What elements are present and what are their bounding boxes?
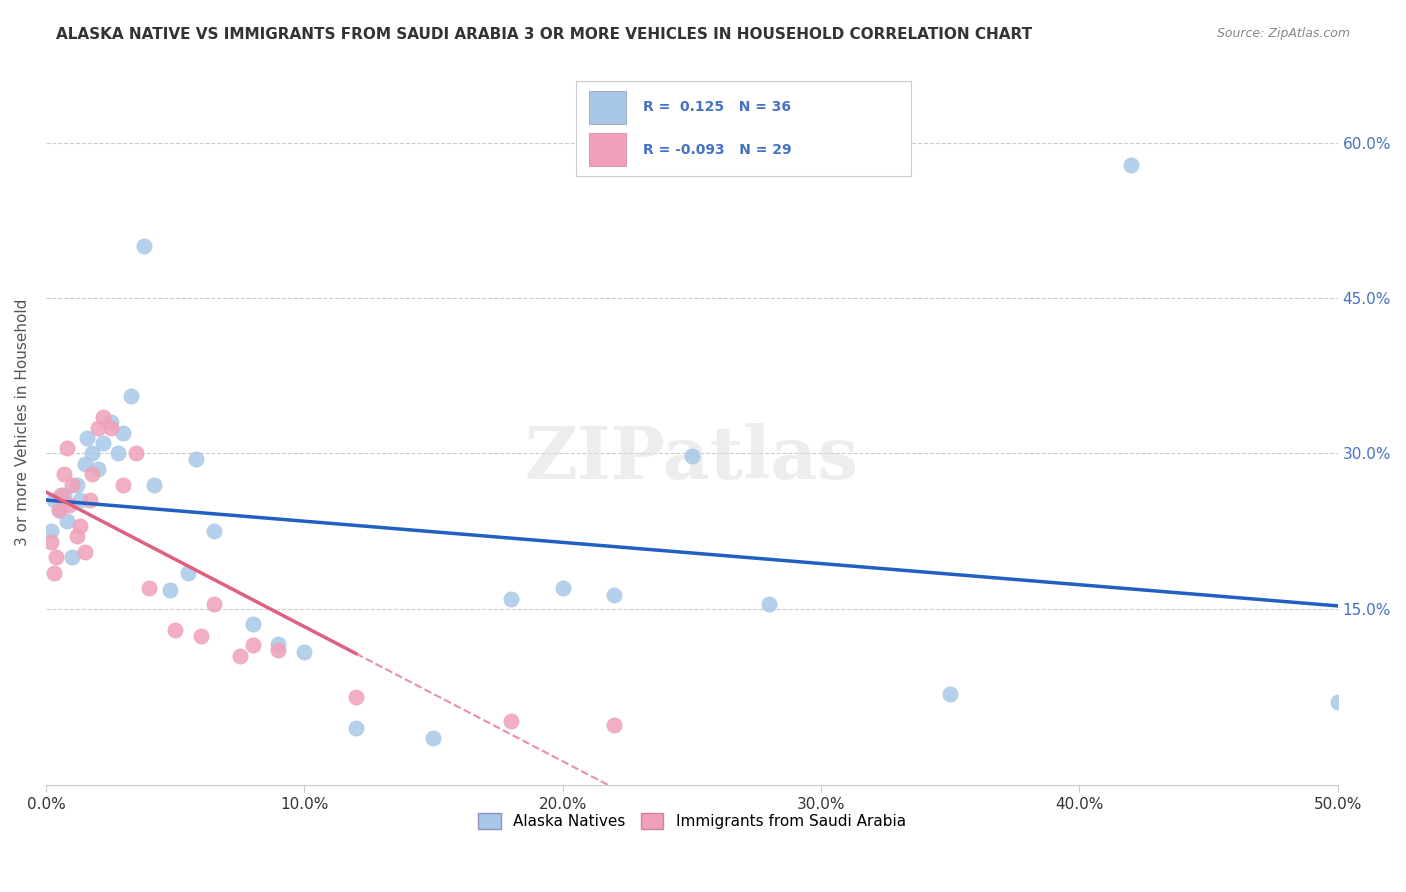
Point: [91, 436, 114, 450]
Point: [177, 566, 200, 580]
Point: [159, 583, 181, 598]
Point: [48, 503, 70, 517]
Point: [42, 566, 65, 580]
Point: [51, 488, 73, 502]
Point: [73, 457, 96, 471]
Point: [267, 643, 290, 657]
Point: [86, 420, 108, 434]
Point: [39, 534, 62, 549]
Legend: Alaska Natives, Immigrants from Saudi Arabia: Alaska Natives, Immigrants from Saudi Ar…: [471, 807, 912, 836]
Point: [53, 467, 76, 482]
Point: [228, 648, 250, 663]
Point: [1326, 695, 1348, 709]
Point: [267, 637, 290, 651]
Point: [73, 545, 96, 559]
Point: [66, 529, 89, 543]
Point: [60, 550, 83, 565]
Point: [76, 431, 98, 445]
Point: [242, 617, 264, 632]
Point: [939, 687, 962, 701]
Point: [165, 623, 187, 637]
Point: [60, 477, 83, 491]
Point: [143, 477, 166, 491]
Point: [681, 449, 703, 463]
Point: [125, 446, 148, 460]
Point: [45, 550, 67, 565]
Point: [48, 503, 70, 517]
Point: [55, 514, 77, 528]
Point: [39, 524, 62, 538]
Point: [499, 714, 522, 728]
Point: [292, 645, 315, 659]
Y-axis label: 3 or more Vehicles in Household: 3 or more Vehicles in Household: [15, 299, 30, 546]
Point: [422, 731, 444, 746]
Point: [82, 467, 104, 482]
Point: [53, 488, 76, 502]
Point: [184, 451, 207, 466]
Point: [134, 239, 156, 253]
Point: [100, 415, 122, 429]
Point: [603, 589, 626, 603]
Point: [344, 690, 367, 704]
Point: [551, 581, 574, 595]
Point: [107, 446, 129, 460]
Point: [100, 420, 122, 434]
Point: [42, 493, 65, 508]
Point: [86, 462, 108, 476]
Point: [499, 591, 522, 606]
Point: [202, 524, 225, 538]
Point: [112, 425, 135, 440]
Point: [1119, 158, 1142, 172]
Point: [758, 597, 780, 611]
Point: [66, 477, 89, 491]
Point: [190, 629, 212, 643]
Point: [242, 638, 264, 652]
Point: [79, 493, 101, 508]
Point: [112, 477, 135, 491]
Point: [120, 389, 142, 403]
Point: [69, 493, 91, 508]
Point: [91, 410, 114, 425]
Point: [69, 519, 91, 533]
Point: [58, 498, 80, 512]
Point: [344, 721, 367, 735]
Point: [603, 718, 626, 732]
Point: [82, 446, 104, 460]
Text: Source: ZipAtlas.com: Source: ZipAtlas.com: [1216, 27, 1350, 40]
Point: [138, 581, 160, 595]
Text: ZIPatlas: ZIPatlas: [524, 423, 859, 494]
Text: ALASKA NATIVE VS IMMIGRANTS FROM SAUDI ARABIA 3 OR MORE VEHICLES IN HOUSEHOLD CO: ALASKA NATIVE VS IMMIGRANTS FROM SAUDI A…: [56, 27, 1032, 42]
Point: [55, 442, 77, 456]
Point: [202, 597, 225, 611]
